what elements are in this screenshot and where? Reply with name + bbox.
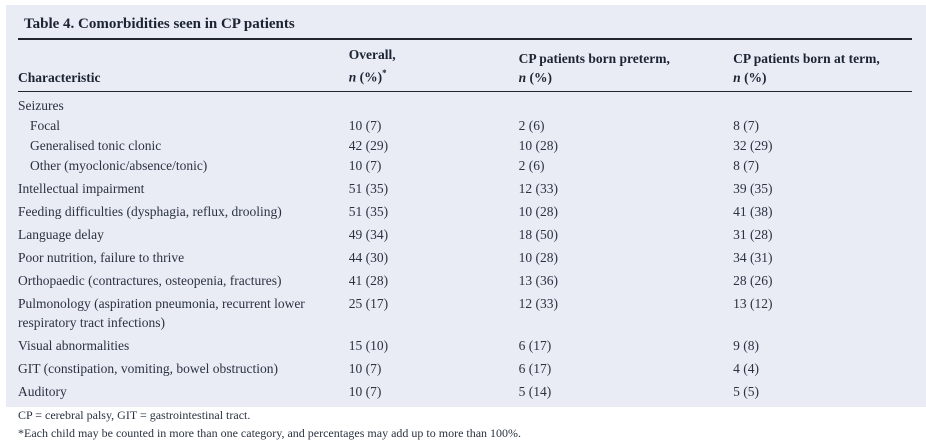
term-cell: 31 (28) — [733, 226, 773, 242]
table-card: Table 4. Comorbidities seen in CP patien… — [6, 5, 926, 440]
col-header-characteristic: Characteristic — [18, 40, 349, 92]
preterm-cell: 6 (17) — [518, 337, 552, 353]
preterm-cell: 5 (14) — [518, 383, 552, 399]
preterm-cell: 12 (33) — [518, 295, 558, 311]
preterm-cell: 2 (6) — [518, 157, 545, 173]
term-cell: 4 (4) — [733, 360, 760, 376]
term-cell: 34 (31) — [733, 249, 773, 265]
col-header-label: Characteristic — [18, 69, 101, 85]
pct-text: (%) — [740, 69, 767, 85]
characteristic-cell: Language delay — [18, 226, 104, 242]
col-header-line2: n (%)* — [349, 64, 519, 87]
overall-cell — [349, 91, 519, 115]
term-cell: 41 (38) — [733, 203, 773, 219]
table-row-pulmonology: Pulmonology (aspiration pneumonia, recur… — [18, 290, 912, 332]
table-row-feeding-difficulties: Feeding difficulties (dysphagia, reflux,… — [18, 198, 912, 221]
characteristic-cell: Auditory — [18, 383, 67, 399]
overall-cell: 49 (34) — [348, 226, 389, 242]
header-row: Characteristic Overall, n (%)* CP patien… — [18, 40, 912, 92]
pct-text: (%) — [526, 69, 553, 85]
col-header-line1: CP patients born preterm, — [518, 50, 670, 66]
comorbidities-table: Characteristic Overall, n (%)* CP patien… — [18, 40, 912, 401]
table-row-visual-abnormalities: Visual abnormalities 15 (10) 6 (17) 9 (8… — [18, 332, 912, 355]
term-cell: 39 (35) — [733, 180, 773, 196]
characteristic-cell: Focal — [30, 117, 60, 133]
table-row-language-delay: Language delay 49 (34) 18 (50) 31 (28) — [18, 221, 912, 244]
preterm-cell: 13 (36) — [518, 272, 558, 288]
table-body: Seizures Focal 10 (7) 2 (6) 8 (7) Genera… — [18, 91, 912, 401]
characteristic-cell: Intellectual impairment — [18, 180, 145, 196]
term-cell: 9 (8) — [733, 337, 760, 353]
pct-text: (%) — [356, 69, 383, 85]
footnote-abbreviations: CP = cerebral palsy, GIT = gastrointesti… — [18, 408, 251, 422]
overall-cell: 10 (7) — [348, 117, 382, 133]
term-cell: 28 (26) — [733, 272, 773, 288]
term-cell — [733, 91, 912, 115]
term-cell: 8 (7) — [733, 157, 760, 173]
col-header-line1: CP patients born at term, — [733, 50, 880, 66]
term-cell: 5 (5) — [733, 383, 760, 399]
overall-cell: 51 (35) — [348, 203, 389, 219]
characteristic-cell: Seizures — [18, 97, 64, 113]
col-header-line2: n (%) — [733, 68, 912, 87]
n-symbol: n — [733, 69, 741, 85]
overall-cell: 25 (17) — [348, 295, 389, 311]
overall-cell: 42 (29) — [348, 137, 389, 153]
overall-cell: 41 (28) — [348, 272, 389, 288]
table-row-intellectual-impairment: Intellectual impairment 51 (35) 12 (33) … — [18, 175, 912, 198]
n-symbol: n — [518, 69, 527, 85]
characteristic-cell: Other (myoclonic/absence/tonic) — [30, 157, 208, 173]
term-cell: 32 (29) — [733, 137, 773, 153]
characteristic-cell: Orthopaedic (contractures, osteopenia, f… — [18, 272, 282, 288]
asterisk: * — [382, 68, 387, 78]
table-header: Characteristic Overall, n (%)* CP patien… — [18, 40, 912, 92]
col-header-line1: Overall, — [348, 47, 396, 62]
preterm-cell: 10 (28) — [518, 137, 558, 153]
characteristic-cell: Feeding difficulties (dysphagia, reflux,… — [18, 203, 282, 219]
preterm-cell: 10 (28) — [518, 249, 558, 265]
table-row-auditory: Auditory 10 (7) 5 (14) 5 (5) — [18, 378, 912, 401]
preterm-cell: 18 (50) — [518, 226, 558, 242]
overall-cell: 44 (30) — [348, 249, 389, 265]
characteristic-cell: Poor nutrition, failure to thrive — [18, 249, 185, 265]
preterm-cell: 10 (28) — [518, 203, 558, 219]
footnote-asterisk: *Each child may be counted in more than … — [18, 426, 522, 440]
table-row-other-seizures: Other (myoclonic/absence/tonic) 10 (7) 2… — [18, 155, 912, 175]
characteristic-cell: Visual abnormalities — [18, 337, 130, 353]
table-row-generalised-tonic-clonic: Generalised tonic clonic 42 (29) 10 (28)… — [18, 135, 912, 155]
table-row-orthopaedic: Orthopaedic (contractures, osteopenia, f… — [18, 267, 912, 290]
col-header-term: CP patients born at term, n (%) — [733, 40, 912, 92]
table-footnotes: CP = cerebral palsy, GIT = gastrointesti… — [18, 406, 912, 442]
col-header-line2: n (%) — [519, 68, 734, 87]
overall-cell: 10 (7) — [348, 157, 382, 173]
col-header-preterm: CP patients born preterm, n (%) — [518, 40, 734, 92]
table-row-git: GIT (constipation, vomiting, bowel obstr… — [18, 355, 912, 378]
preterm-cell — [519, 91, 734, 115]
overall-cell: 10 (7) — [348, 360, 382, 376]
overall-cell: 15 (10) — [348, 337, 389, 353]
col-header-overall: Overall, n (%)* — [348, 40, 519, 92]
table-row-focal: Focal 10 (7) 2 (6) 8 (7) — [18, 115, 912, 135]
characteristic-cell: Pulmonology (aspiration pneumonia, recur… — [18, 295, 305, 330]
preterm-cell: 6 (17) — [518, 360, 552, 376]
table-row-seizures: Seizures — [18, 91, 912, 115]
preterm-cell: 2 (6) — [518, 117, 545, 133]
page: { "title": "Table 4. Comorbidities seen … — [6, 5, 926, 440]
n-symbol: n — [348, 69, 357, 85]
overall-cell: 10 (7) — [348, 383, 382, 399]
overall-cell: 51 (35) — [348, 180, 389, 196]
table-title: Table 4. Comorbidities seen in CP patien… — [18, 11, 912, 40]
term-cell: 13 (12) — [733, 295, 773, 311]
table-row-poor-nutrition: Poor nutrition, failure to thrive 44 (30… — [18, 244, 912, 267]
term-cell: 8 (7) — [733, 117, 760, 133]
preterm-cell: 12 (33) — [518, 180, 558, 196]
characteristic-cell: Generalised tonic clonic — [30, 137, 162, 153]
characteristic-cell: GIT (constipation, vomiting, bowel obstr… — [18, 360, 278, 376]
